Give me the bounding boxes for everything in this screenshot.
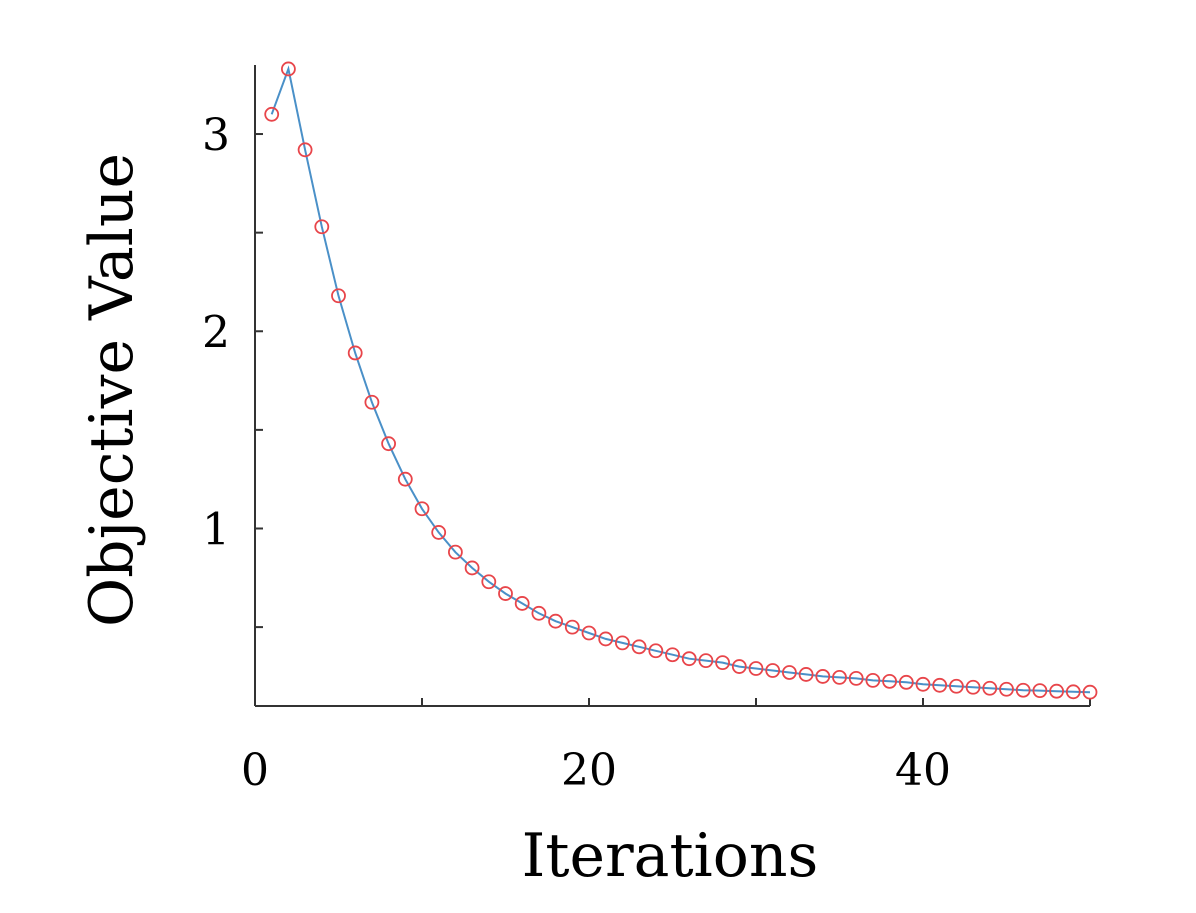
data-point	[782, 665, 797, 680]
data-point	[848, 670, 864, 686]
data-point	[832, 670, 847, 685]
data-point	[965, 679, 981, 695]
series-line	[270, 65, 1091, 694]
data-point	[531, 605, 547, 621]
x-tick-label: 40	[895, 745, 951, 796]
data-point	[731, 659, 747, 674]
data-point	[615, 635, 630, 651]
x-tick-label: 20	[561, 745, 617, 796]
data-point	[331, 288, 346, 304]
data-point	[314, 219, 330, 235]
data-point	[815, 669, 831, 684]
data-point	[915, 676, 931, 692]
data-point	[397, 471, 413, 487]
data-point	[581, 625, 597, 641]
data-point	[481, 574, 497, 590]
data-point	[882, 673, 897, 689]
data-point	[364, 394, 380, 410]
data-point	[414, 501, 430, 517]
data-point	[447, 544, 463, 560]
data-point	[898, 674, 914, 690]
data-point	[665, 647, 680, 663]
x-tick-label: 0	[241, 745, 269, 796]
data-point	[648, 643, 664, 659]
data-point	[798, 667, 814, 682]
plot-area	[264, 61, 1098, 700]
data-point	[514, 596, 530, 611]
data-point	[1049, 683, 1064, 699]
data-point	[982, 680, 998, 696]
data-point	[765, 663, 781, 678]
y-tick-label: 2	[202, 307, 230, 358]
data-point	[1065, 684, 1081, 700]
data-point	[264, 106, 280, 122]
data-point	[464, 560, 480, 576]
data-point	[1082, 684, 1098, 700]
data-point	[564, 619, 580, 635]
data-point	[431, 525, 447, 540]
y-tick-label: 3	[202, 110, 230, 161]
data-point	[297, 142, 313, 158]
data-point	[681, 651, 697, 667]
axes: 0 20 40 1 2 3	[202, 65, 1091, 796]
data-point	[698, 653, 714, 669]
data-point	[932, 677, 948, 693]
data-point	[949, 678, 964, 694]
data-point	[598, 631, 614, 647]
data-point	[280, 61, 296, 77]
data-point	[748, 661, 764, 676]
data-point	[1015, 682, 1031, 698]
x-axis-title: Iterations	[522, 821, 819, 891]
data-point	[548, 613, 563, 629]
data-point	[381, 436, 397, 452]
y-axis-title: Objective Value	[77, 153, 147, 627]
data-point	[865, 672, 881, 688]
data-point	[498, 586, 513, 601]
data-point	[999, 681, 1014, 697]
data-point	[631, 639, 647, 655]
data-point	[715, 655, 730, 671]
data-point	[347, 345, 363, 361]
data-point	[1032, 683, 1048, 699]
y-tick-label: 1	[202, 504, 230, 555]
